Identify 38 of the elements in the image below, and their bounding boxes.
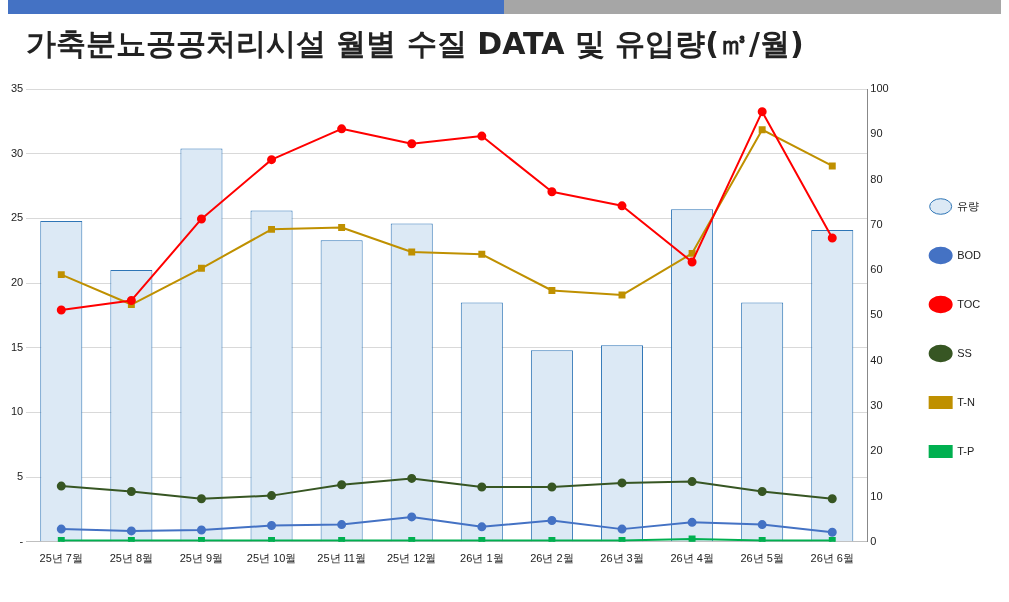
y-tick-label: 35 [10, 82, 24, 95]
y-tick-label: - [19, 534, 24, 547]
y-tick-label: 25 [10, 211, 24, 224]
y2-tick-label: 80 [870, 172, 883, 185]
y2-tick-label: 60 [870, 263, 883, 276]
x-tick-label: 26년 3월 [600, 552, 644, 565]
y2-tick-label: 40 [870, 353, 883, 366]
y2-tick-label: 100 [870, 82, 889, 95]
y2-tick-label: 70 [870, 217, 883, 230]
x-tick-label: 25년 8월 [109, 552, 154, 565]
y-tick-label: 10 [10, 405, 24, 418]
y-tick-label: 20 [10, 276, 24, 289]
y2-tick-label: 30 [870, 398, 883, 411]
chart-title: 가축분뇨공공처리시설 월별 수질 DATA 및 유입량(㎥/월) [25, 25, 805, 63]
legend-label: 유량 [957, 199, 980, 212]
y2-tick-label: 90 [870, 127, 883, 140]
y2-tick-label: 0 [870, 534, 877, 547]
x-tick-label: 26년 2월 [530, 552, 574, 565]
y-tick-label: 30 [10, 146, 24, 159]
x-tick-label: 26년 6월 [810, 552, 854, 565]
y-tick-label: 15 [10, 340, 24, 353]
x-tick-label: 25년 10월 [246, 552, 297, 565]
x-tick-label: 25년 7월 [39, 552, 83, 565]
x-tick-label: 26년 4월 [670, 552, 714, 565]
y-tick-label: 5 [17, 470, 24, 483]
x-tick-label: 25년 12월 [386, 552, 437, 565]
y2-tick-label: 50 [870, 308, 883, 321]
x-tick-label: 25년 11월 [317, 552, 366, 565]
legend-label: T-P [957, 444, 975, 457]
y2-tick-label: 20 [870, 444, 883, 457]
x-tick-label: 25년 9월 [179, 552, 224, 565]
legend-label: BOD [957, 248, 982, 261]
x-tick-label: 26년 5월 [740, 552, 784, 565]
legend-label: TOC [957, 297, 981, 310]
legend-label: SS [957, 346, 972, 359]
x-tick-label: 26년 1월 [460, 552, 504, 565]
legend-label: T-N [957, 395, 975, 408]
y2-tick-label: 10 [870, 489, 883, 502]
